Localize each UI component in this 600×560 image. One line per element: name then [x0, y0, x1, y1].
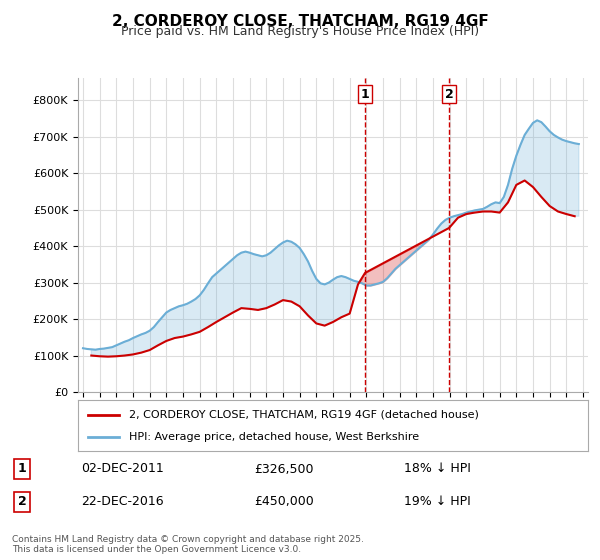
Text: Price paid vs. HM Land Registry's House Price Index (HPI): Price paid vs. HM Land Registry's House …: [121, 25, 479, 38]
Text: 1: 1: [18, 463, 26, 475]
Text: 18% ↓ HPI: 18% ↓ HPI: [404, 463, 470, 475]
Text: 2, CORDEROY CLOSE, THATCHAM, RG19 4GF: 2, CORDEROY CLOSE, THATCHAM, RG19 4GF: [112, 14, 488, 29]
Text: 22-DEC-2016: 22-DEC-2016: [81, 496, 164, 508]
Text: 19% ↓ HPI: 19% ↓ HPI: [404, 496, 470, 508]
Text: 1: 1: [361, 88, 370, 101]
Text: 2: 2: [18, 496, 26, 508]
Text: 02-DEC-2011: 02-DEC-2011: [81, 463, 164, 475]
Text: HPI: Average price, detached house, West Berkshire: HPI: Average price, detached house, West…: [129, 432, 419, 442]
Text: Contains HM Land Registry data © Crown copyright and database right 2025.
This d: Contains HM Land Registry data © Crown c…: [12, 535, 364, 554]
Text: 2: 2: [445, 88, 454, 101]
Text: £326,500: £326,500: [254, 463, 313, 475]
Text: £450,000: £450,000: [254, 496, 314, 508]
Text: 2, CORDEROY CLOSE, THATCHAM, RG19 4GF (detached house): 2, CORDEROY CLOSE, THATCHAM, RG19 4GF (d…: [129, 409, 479, 419]
